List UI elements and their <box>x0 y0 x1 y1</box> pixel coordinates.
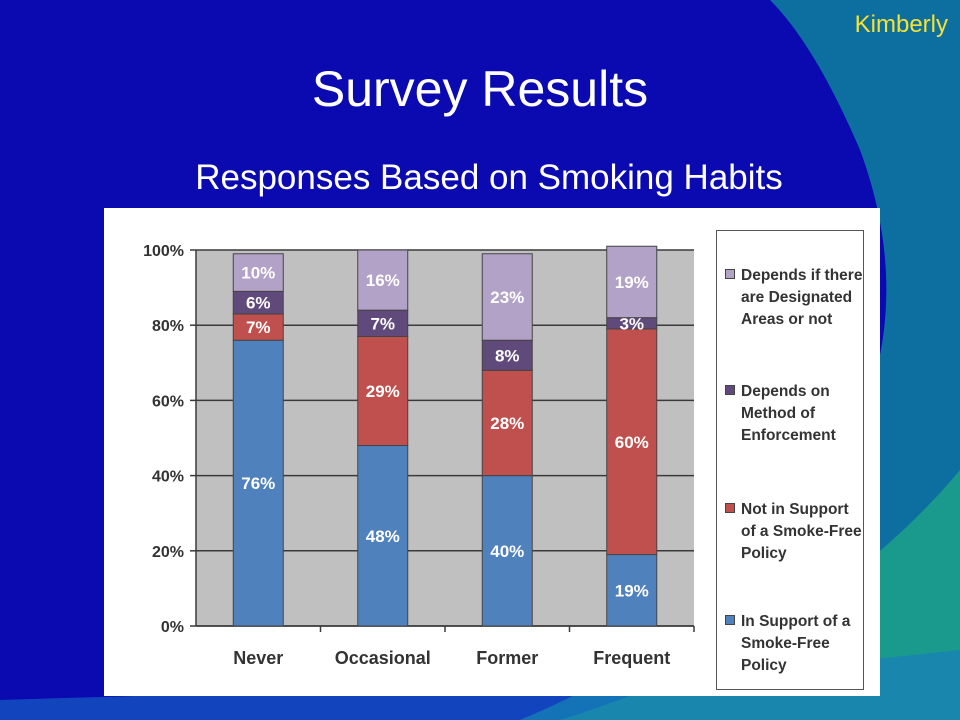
bar-segment <box>606 245 658 319</box>
data-label: 19% <box>615 581 649 600</box>
data-label: 7% <box>370 314 395 333</box>
data-label: 7% <box>246 318 271 337</box>
y-tick-label: 80% <box>152 318 184 335</box>
data-label: 3% <box>619 314 644 333</box>
y-tick-label: 60% <box>152 393 184 410</box>
author-name: Kimberly <box>854 11 948 38</box>
legend-label: In Support of a Smoke-Free Policy <box>741 613 851 674</box>
bar-segment <box>481 369 533 477</box>
legend-label: Depends if there are Designated Areas or… <box>741 267 863 328</box>
slide-subtitle: Responses Based on Smoking Habits <box>195 158 783 197</box>
legend-label: Not in Support of a Smoke-Free Policy <box>741 501 862 562</box>
data-label: 23% <box>490 288 524 307</box>
y-tick-label: 40% <box>152 469 184 486</box>
data-label: 60% <box>615 433 649 452</box>
bar-segment <box>481 339 533 371</box>
bar-segment <box>606 554 658 627</box>
y-tick-label: 20% <box>152 544 184 561</box>
y-tick-label: 100% <box>143 243 184 260</box>
bar-segment <box>357 249 409 311</box>
chart-panel: 0% 20% 40% 60% 80% 100% 76% 7% 6% 10% Never 48% 29% 7… <box>104 208 880 696</box>
bar-segment <box>357 445 409 627</box>
stacked-bar-chart: 0% 20% 40% 60% 80% 100% 76% 7% 6% 10% Never 48% 29% 7… <box>143 243 695 668</box>
data-label: 19% <box>615 273 649 292</box>
bar-segment <box>232 253 284 292</box>
x-tick-label: Never <box>233 648 283 668</box>
x-tick-label: Occasional <box>335 648 431 668</box>
data-label: 16% <box>366 271 400 290</box>
data-label: 10% <box>241 264 275 283</box>
bar-segment <box>606 328 658 556</box>
legend-swatch <box>725 385 735 395</box>
y-tick-label: 0% <box>161 619 184 636</box>
bar-segment <box>481 475 533 627</box>
data-label: 8% <box>495 346 520 365</box>
bar-segment <box>357 335 409 447</box>
bar-segment <box>232 339 284 627</box>
x-tick-label: Former <box>476 648 538 668</box>
data-label: 76% <box>241 474 275 493</box>
data-label: 29% <box>366 382 400 401</box>
data-label: 40% <box>490 542 524 561</box>
data-label: 6% <box>246 294 271 313</box>
legend-label: Depends on Method of Enforcement <box>741 383 836 444</box>
slide-title: Survey Results <box>311 61 649 117</box>
bar-segment <box>232 313 284 341</box>
legend-swatch <box>725 615 735 625</box>
legend-swatch <box>725 269 735 279</box>
legend-swatch <box>725 503 735 513</box>
blue-ribbon-decoration <box>0 650 960 720</box>
chart-legend: Depends if there are Designated Areas or… <box>716 230 864 690</box>
data-label: 48% <box>366 527 400 546</box>
bar-segment <box>481 253 533 341</box>
data-label: 28% <box>490 414 524 433</box>
x-tick-label: Frequent <box>593 648 670 668</box>
